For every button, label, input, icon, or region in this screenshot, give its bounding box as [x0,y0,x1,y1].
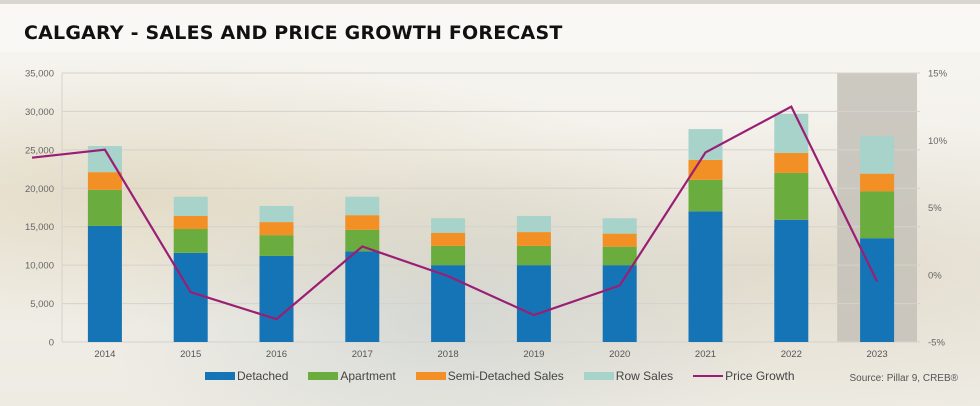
left-axis-tick-label: 20,000 [25,184,54,195]
left-axis-tick-label: 30,000 [25,107,54,118]
x-axis-tick-label: 2023 [867,349,888,360]
bar-segment-row [259,205,294,223]
x-axis-tick-label: 2014 [94,349,115,360]
legend-label: Row Sales [615,369,674,383]
left-axis-tick-label: 5,000 [30,299,54,310]
bar-segment-detached [431,265,466,342]
legend-item-apartment: Apartment [308,369,396,383]
legend-swatch-price-growth [693,375,724,377]
top-border [0,0,980,4]
bar-segment-apartment [688,179,723,212]
legend-label: Detached [237,369,289,383]
bar-segment-semi [431,232,466,246]
right-axis-tick-label: 5% [928,203,942,214]
legend: Detached Apartment Semi-Detached Sales R… [205,369,795,383]
legend-swatch-apartment [308,372,339,380]
bar-segment-detached [516,265,551,342]
legend-item-row: Row Sales [583,369,674,383]
x-axis-tick-label: 2015 [180,349,201,360]
bar-segment-row [516,215,551,233]
bar-segment-row [774,113,809,153]
bar-segment-apartment [87,189,122,226]
bar-segment-apartment [173,229,208,253]
right-axis-tick-label: 10% [928,136,948,147]
bar-segment-detached [87,225,122,342]
left-axis-tick-label: 35,000 [25,69,54,80]
legend-swatch-detached [205,372,235,380]
bar-segment-detached [602,265,637,342]
bar-segment-row [688,129,723,160]
left-axis-tick-label: 15,000 [25,222,54,233]
bar-segment-detached [688,211,723,342]
right-axis-tick-label: 0% [928,270,942,281]
left-axis-tick-label: 10,000 [25,261,54,272]
bar-segment-semi [602,233,637,247]
left-axis-tick-label: 0 [49,338,54,349]
bar-segment-apartment [602,246,637,266]
bar-segment-apartment [860,191,895,239]
bar-segment-row [173,196,208,216]
bar-segment-row [860,136,895,174]
bar-segment-semi [173,215,208,230]
left-axis-tick-label: 25,000 [25,145,54,156]
legend-swatch-semi-detached [415,372,446,380]
bar-segment-semi [345,215,380,230]
legend-label: Price Growth [725,369,795,383]
bar-segment-detached [173,252,208,342]
bar-segment-apartment [259,235,294,256]
x-axis-tick-label: 2020 [609,349,630,360]
right-axis-tick-label: -5% [928,338,945,349]
bar-segment-apartment [516,245,551,266]
bar-segment-row [602,218,637,234]
x-axis-tick-label: 2018 [438,349,459,360]
x-axis-tick-label: 2017 [352,349,373,360]
bar-segment-semi [860,173,895,192]
source-note: Source: Pillar 9, CREB® [849,373,958,384]
bar-segment-apartment [431,245,466,266]
bar-segment-semi [774,152,809,173]
legend-label: Apartment [340,369,396,383]
bar-segment-detached [259,255,294,342]
bar-segment-semi [87,172,122,190]
bar-segment-row [345,196,380,216]
bar-segment-semi [516,232,551,246]
bar-segment-detached [345,251,380,342]
legend-item-semi-detached: Semi-Detached Sales [415,369,564,383]
bar-segment-detached [860,238,895,342]
x-axis-tick-label: 2021 [695,349,716,360]
chart-title: CALGARY - SALES AND PRICE GROWTH FORECAS… [24,22,563,44]
bar-segment-semi [259,222,294,236]
x-axis-tick-label: 2022 [781,349,802,360]
right-axis-tick-label: 15% [928,69,948,80]
bar-segment-row [431,218,466,233]
legend-item-price-growth: Price Growth [693,369,795,383]
legend-item-detached: Detached [205,369,288,383]
legend-swatch-row [583,372,614,380]
legend-label: Semi-Detached Sales [447,369,564,383]
x-axis-tick-label: 2016 [266,349,287,360]
bar-segment-apartment [345,229,380,252]
bar-segment-apartment [774,172,809,220]
bar-segment-detached [774,219,809,342]
x-axis-tick-label: 2019 [523,349,544,360]
